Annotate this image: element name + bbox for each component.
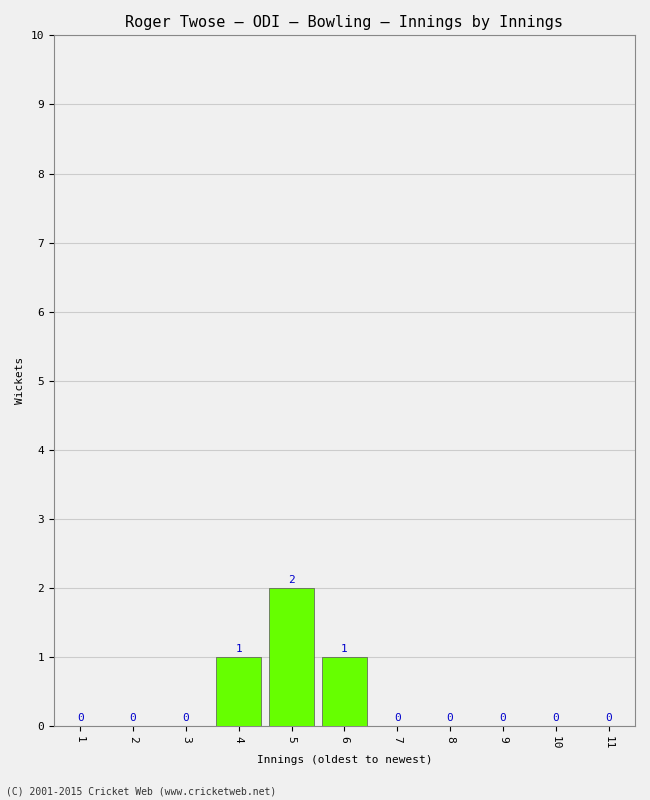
Bar (216, 657, 261, 726)
Bar (322, 657, 367, 726)
Text: 2: 2 (288, 575, 295, 586)
Text: 0: 0 (605, 714, 612, 723)
Text: 1: 1 (235, 644, 242, 654)
Text: 0: 0 (129, 714, 136, 723)
Y-axis label: Wickets: Wickets (15, 357, 25, 405)
Text: 0: 0 (77, 714, 84, 723)
Text: 0: 0 (447, 714, 454, 723)
Text: 0: 0 (552, 714, 559, 723)
Text: 0: 0 (500, 714, 506, 723)
X-axis label: Innings (oldest to newest): Innings (oldest to newest) (257, 755, 432, 765)
Text: 0: 0 (394, 714, 400, 723)
Bar (269, 588, 314, 726)
Text: 0: 0 (183, 714, 189, 723)
Title: Roger Twose – ODI – Bowling – Innings by Innings: Roger Twose – ODI – Bowling – Innings by… (125, 15, 564, 30)
Text: (C) 2001-2015 Cricket Web (www.cricketweb.net): (C) 2001-2015 Cricket Web (www.cricketwe… (6, 786, 277, 796)
Text: 1: 1 (341, 644, 348, 654)
